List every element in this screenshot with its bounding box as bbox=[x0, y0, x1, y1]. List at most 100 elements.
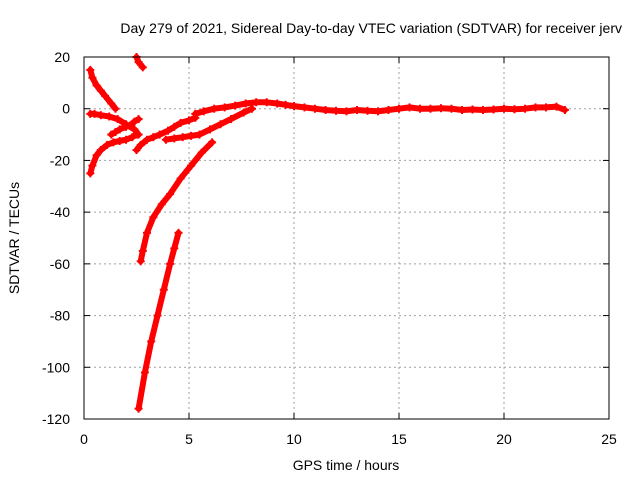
data-point bbox=[126, 121, 135, 130]
data-point bbox=[437, 104, 445, 113]
y-tick-label: -120 bbox=[42, 411, 70, 427]
data-point bbox=[197, 148, 206, 157]
data-point bbox=[363, 106, 372, 115]
data-point bbox=[170, 134, 179, 143]
data-point bbox=[262, 98, 271, 107]
data-point bbox=[88, 161, 97, 170]
data-point bbox=[395, 104, 403, 113]
data-point bbox=[170, 244, 179, 253]
series-9-line bbox=[137, 139, 216, 265]
y-axis-title: SDTVAR / TECUs bbox=[6, 182, 22, 294]
data-point bbox=[187, 131, 196, 140]
data-point bbox=[115, 137, 124, 146]
data-point bbox=[115, 125, 124, 134]
x-tick-label: 15 bbox=[391, 431, 407, 447]
data-point bbox=[161, 135, 170, 144]
plot-area bbox=[86, 53, 569, 413]
data-point bbox=[500, 104, 508, 113]
data-point bbox=[122, 135, 130, 144]
data-point bbox=[105, 112, 114, 121]
data-point bbox=[174, 228, 183, 237]
data-point bbox=[111, 127, 120, 136]
data-point bbox=[164, 126, 172, 135]
data-point bbox=[176, 174, 185, 183]
data-point bbox=[542, 103, 550, 112]
data-point bbox=[332, 106, 340, 115]
data-point bbox=[560, 106, 569, 115]
data-point bbox=[311, 104, 319, 113]
x-tick-label: 5 bbox=[185, 431, 193, 447]
data-point bbox=[86, 65, 95, 74]
data-point bbox=[374, 107, 382, 116]
data-point bbox=[458, 106, 466, 115]
data-point bbox=[155, 130, 164, 139]
data-point bbox=[552, 102, 561, 111]
data-point bbox=[531, 103, 540, 112]
chart-title: Day 279 of 2021, Sidereal Day-to-day VTE… bbox=[120, 20, 622, 36]
data-point bbox=[92, 151, 101, 160]
data-point bbox=[140, 368, 149, 377]
data-point bbox=[143, 228, 151, 237]
plot-frame bbox=[83, 56, 610, 420]
data-point bbox=[132, 146, 141, 155]
x-tick-label: 10 bbox=[286, 431, 302, 447]
data-point bbox=[130, 117, 139, 126]
data-point bbox=[510, 105, 519, 114]
data-point bbox=[187, 161, 196, 170]
data-point bbox=[96, 146, 105, 155]
data-point bbox=[134, 404, 143, 413]
data-point bbox=[107, 130, 116, 139]
data-point bbox=[153, 311, 162, 320]
data-point bbox=[111, 104, 120, 113]
data-point bbox=[521, 104, 529, 113]
data-point bbox=[239, 108, 248, 117]
data-point bbox=[447, 104, 456, 113]
data-point bbox=[416, 104, 424, 113]
data-point bbox=[170, 122, 179, 131]
data-point bbox=[88, 73, 97, 82]
data-point bbox=[138, 246, 147, 255]
data-point bbox=[195, 130, 204, 139]
data-point bbox=[96, 111, 105, 120]
data-point bbox=[231, 101, 240, 110]
x-tick-label: 20 bbox=[496, 431, 512, 447]
data-point bbox=[178, 133, 187, 142]
data-point bbox=[290, 102, 298, 111]
data-point bbox=[136, 140, 145, 149]
y-tick-label: -20 bbox=[50, 152, 70, 168]
data-point bbox=[92, 81, 101, 90]
data-point bbox=[113, 115, 122, 124]
data-point bbox=[159, 285, 168, 294]
data-point bbox=[149, 133, 158, 142]
data-point bbox=[199, 107, 208, 116]
data-point bbox=[96, 86, 105, 95]
x-tick-label: 0 bbox=[80, 431, 88, 447]
data-point bbox=[273, 99, 282, 108]
y-tick-label: -40 bbox=[50, 204, 70, 220]
y-tick-label: -100 bbox=[42, 359, 70, 375]
data-point bbox=[166, 259, 175, 268]
data-point bbox=[405, 103, 414, 112]
data-point bbox=[281, 100, 290, 109]
data-point bbox=[353, 106, 361, 115]
data-point bbox=[321, 106, 330, 115]
data-point bbox=[210, 104, 219, 113]
data-point bbox=[468, 105, 477, 114]
series-5-line bbox=[133, 114, 199, 154]
axis-ticks: 0 5 10 15 20 25 -120 -100 -80 -60 -40 -20 0 20 bbox=[42, 49, 617, 447]
x-tick-label: 25 bbox=[601, 431, 617, 447]
data-point bbox=[149, 213, 158, 222]
data-point bbox=[166, 190, 175, 199]
grid bbox=[84, 57, 609, 419]
data-point bbox=[227, 115, 235, 124]
data-point bbox=[128, 133, 137, 142]
data-point bbox=[136, 257, 145, 266]
data-point bbox=[107, 99, 116, 108]
data-point bbox=[479, 106, 487, 115]
data-point bbox=[109, 138, 118, 147]
data-point bbox=[157, 200, 166, 209]
data-point bbox=[147, 337, 156, 346]
data-point bbox=[300, 103, 309, 112]
data-point bbox=[122, 122, 130, 131]
data-point bbox=[90, 109, 99, 118]
